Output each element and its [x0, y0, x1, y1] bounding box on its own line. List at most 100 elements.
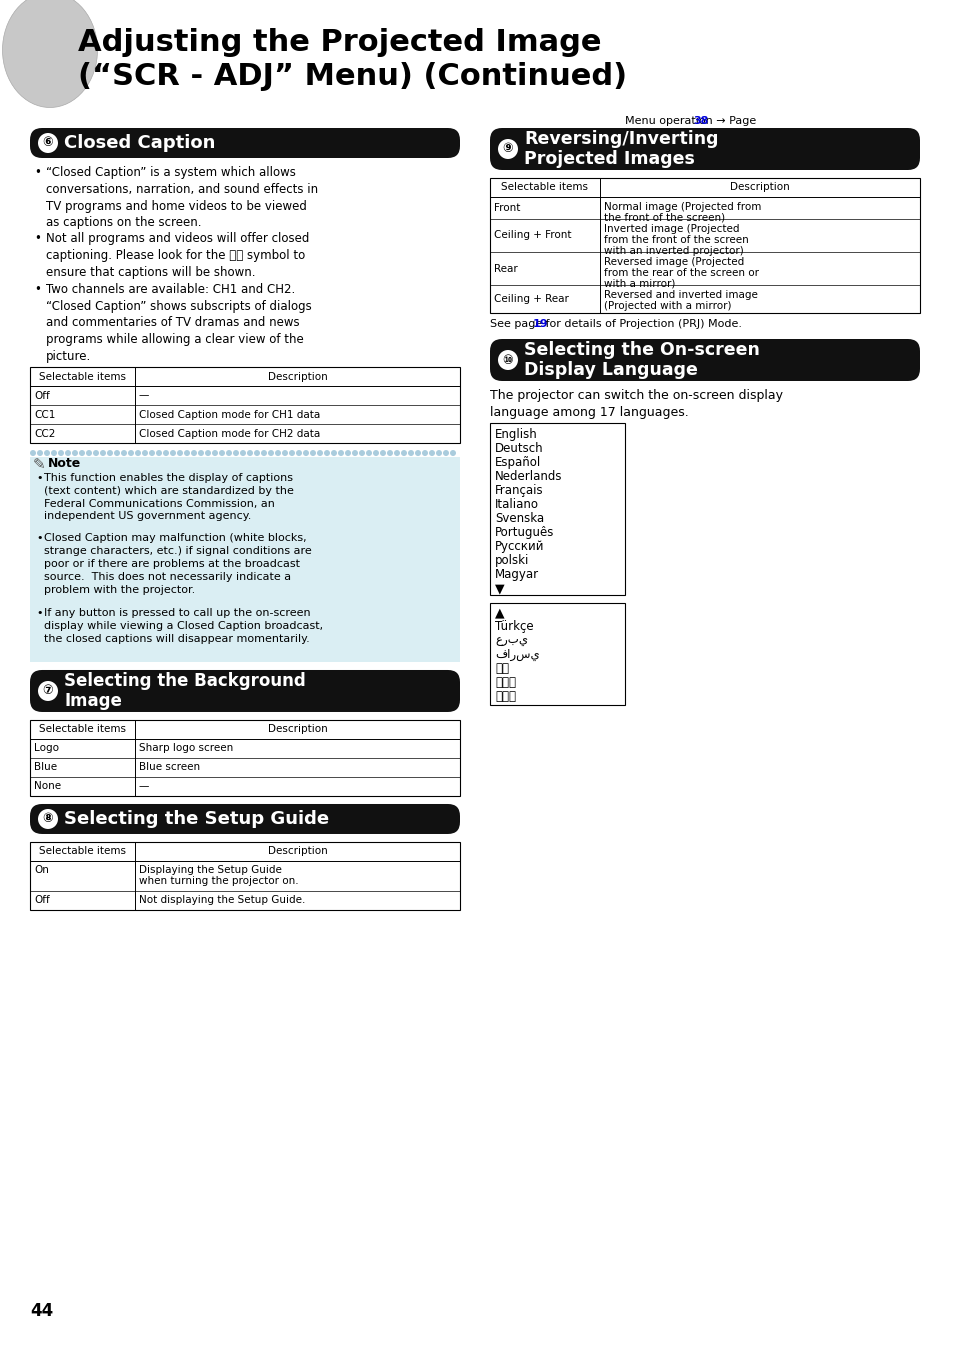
Text: ⑧: ⑧	[43, 813, 53, 826]
Text: Türkçe: Türkçe	[495, 621, 533, 633]
Circle shape	[366, 450, 372, 456]
Circle shape	[303, 450, 309, 456]
Circle shape	[65, 450, 71, 456]
Text: Blue: Blue	[34, 763, 57, 772]
Text: Reversing/Inverting
Projected Images: Reversing/Inverting Projected Images	[523, 130, 718, 169]
Circle shape	[394, 450, 399, 456]
Text: Rear: Rear	[494, 264, 517, 273]
Circle shape	[71, 450, 78, 456]
Circle shape	[100, 450, 106, 456]
Bar	[30, 721, 459, 796]
Circle shape	[429, 450, 435, 456]
Circle shape	[38, 681, 58, 700]
Text: Nederlands: Nederlands	[495, 470, 562, 483]
Circle shape	[282, 450, 288, 456]
Text: •: •	[34, 233, 41, 245]
Circle shape	[135, 450, 141, 456]
Text: Description: Description	[729, 183, 789, 192]
Text: with a mirror): with a mirror)	[603, 279, 675, 289]
Bar	[30, 366, 459, 443]
Circle shape	[219, 450, 225, 456]
Circle shape	[261, 450, 267, 456]
FancyBboxPatch shape	[490, 128, 919, 170]
Text: 38: 38	[692, 116, 708, 126]
Circle shape	[30, 450, 36, 456]
Text: Note: Note	[48, 457, 81, 470]
Text: Selecting the Setup Guide: Selecting the Setup Guide	[64, 810, 329, 827]
Bar	[490, 178, 919, 314]
Text: ✎: ✎	[33, 457, 46, 472]
Circle shape	[198, 450, 204, 456]
Text: Not displaying the Setup Guide.: Not displaying the Setup Guide.	[139, 895, 305, 906]
Text: Normal image (Projected from: Normal image (Projected from	[603, 201, 760, 212]
Circle shape	[274, 450, 281, 456]
Circle shape	[268, 450, 274, 456]
Circle shape	[149, 450, 154, 456]
Text: ⑥: ⑥	[43, 137, 53, 150]
Text: Selecting the On-screen
Display Language: Selecting the On-screen Display Language	[523, 341, 760, 380]
Circle shape	[240, 450, 246, 456]
Circle shape	[142, 450, 148, 456]
Circle shape	[92, 450, 99, 456]
Text: —: —	[139, 391, 150, 400]
Text: Closed Caption mode for CH2 data: Closed Caption mode for CH2 data	[139, 429, 320, 438]
Text: Selectable items: Selectable items	[39, 372, 126, 381]
Text: English: English	[495, 429, 537, 441]
Text: •: •	[36, 608, 43, 618]
Text: Description: Description	[268, 725, 327, 734]
Text: Italiano: Italiano	[495, 498, 538, 511]
FancyBboxPatch shape	[30, 804, 459, 834]
Circle shape	[44, 450, 50, 456]
Text: Closed Caption mode for CH1 data: Closed Caption mode for CH1 data	[139, 410, 320, 419]
Circle shape	[113, 450, 120, 456]
Text: Português: Português	[495, 526, 554, 539]
Text: polski: polski	[495, 554, 529, 566]
Circle shape	[379, 450, 386, 456]
Circle shape	[38, 808, 58, 829]
Circle shape	[310, 450, 315, 456]
Text: Two channels are available: CH1 and CH2.
“Closed Caption” shows subscripts of di: Two channels are available: CH1 and CH2.…	[46, 283, 312, 364]
Circle shape	[442, 450, 449, 456]
Text: عربي: عربي	[495, 634, 527, 648]
Text: when turning the projector on.: when turning the projector on.	[139, 876, 298, 886]
Circle shape	[177, 450, 183, 456]
Circle shape	[345, 450, 351, 456]
Bar	[30, 457, 459, 662]
Text: Description: Description	[268, 372, 327, 381]
FancyBboxPatch shape	[30, 128, 459, 158]
Text: Magyar: Magyar	[495, 568, 538, 581]
Circle shape	[163, 450, 169, 456]
Text: the front of the screen): the front of the screen)	[603, 214, 724, 223]
Text: فارسي: فارسي	[495, 648, 539, 661]
Text: from the rear of the screen or: from the rear of the screen or	[603, 268, 759, 279]
Circle shape	[408, 450, 414, 456]
Text: Reversed image (Projected: Reversed image (Projected	[603, 257, 743, 266]
Text: 日本語: 日本語	[495, 690, 516, 703]
Circle shape	[253, 450, 260, 456]
Text: 19: 19	[533, 319, 548, 329]
Text: ▲: ▲	[495, 606, 504, 619]
Text: Closed Caption: Closed Caption	[64, 134, 215, 151]
Text: Off: Off	[34, 895, 50, 906]
Text: Ceiling + Front: Ceiling + Front	[494, 230, 571, 241]
Bar	[490, 603, 624, 704]
Text: Adjusting the Projected Image: Adjusting the Projected Image	[78, 28, 601, 57]
Circle shape	[191, 450, 196, 456]
Text: 汉语: 汉语	[495, 662, 509, 675]
Text: Selecting the Background
Image: Selecting the Background Image	[64, 672, 305, 710]
Text: Displaying the Setup Guide: Displaying the Setup Guide	[139, 865, 281, 875]
Circle shape	[436, 450, 441, 456]
Text: ⑨: ⑨	[502, 142, 513, 155]
Circle shape	[79, 450, 85, 456]
Text: Selectable items: Selectable items	[39, 846, 126, 856]
Ellipse shape	[3, 0, 97, 108]
Text: Blue screen: Blue screen	[139, 763, 200, 772]
Text: Русский: Русский	[495, 539, 544, 553]
Circle shape	[295, 450, 302, 456]
Text: 한국어: 한국어	[495, 676, 516, 690]
Circle shape	[226, 450, 232, 456]
Circle shape	[324, 450, 330, 456]
FancyBboxPatch shape	[490, 339, 919, 381]
Text: Front: Front	[494, 203, 519, 214]
Text: Not all programs and videos will offer closed
captioning. Please look for the ⓒⓒ: Not all programs and videos will offer c…	[46, 233, 309, 279]
